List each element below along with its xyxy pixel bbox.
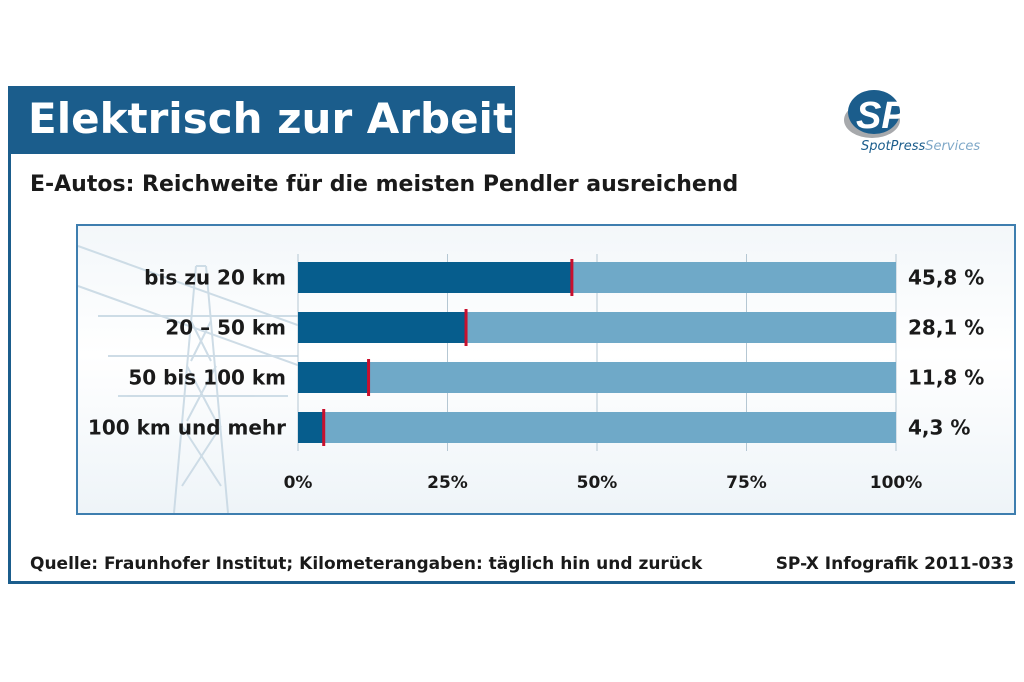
bar-marker <box>322 409 326 446</box>
category-label: 50 bis 100 km <box>128 366 286 390</box>
power-pylon-background <box>78 245 328 513</box>
sps-logo: SPS <box>844 90 932 138</box>
category-label: 100 km und mehr <box>88 416 286 440</box>
bar-marker <box>367 359 371 396</box>
category-label: 20 – 50 km <box>165 316 286 340</box>
category-label: bis zu 20 km <box>144 266 286 290</box>
chart-subtitle: E-Autos: Reichweite für die meisten Pend… <box>30 172 739 197</box>
bar <box>298 312 467 343</box>
bar <box>298 362 369 393</box>
infographic-frame <box>8 86 1015 584</box>
credit-note: SP-X Infografik 2011-033 <box>775 554 1014 574</box>
logo-tagline: SpotPressServices <box>861 139 980 154</box>
data-label: 4,3 % <box>908 416 970 440</box>
bar <box>298 412 324 443</box>
x-tick-label: 100% <box>870 473 923 493</box>
page-title: Elektrisch zur Arbeit <box>28 94 514 143</box>
x-tick-label: 75% <box>726 473 767 493</box>
title-bar <box>8 86 515 154</box>
data-label: 11,8 % <box>908 366 984 390</box>
logo-mark: SPS <box>856 95 932 137</box>
bar-marker <box>570 259 574 296</box>
bar <box>298 262 572 293</box>
x-tick-label: 0% <box>284 473 313 493</box>
logo-globe-icon <box>848 90 900 134</box>
bar-marker <box>464 309 468 346</box>
bar-track <box>298 412 896 443</box>
data-label: 45,8 % <box>908 266 984 290</box>
logo-tagline-part1: SpotPress <box>861 139 926 154</box>
data-label: 28,1 % <box>908 316 984 340</box>
x-tick-label: 50% <box>577 473 618 493</box>
source-note: Quelle: Fraunhofer Institut; Kilometeran… <box>30 554 703 574</box>
logo-tagline-part2: Services <box>925 139 981 154</box>
x-tick-label: 25% <box>427 473 468 493</box>
bar-track <box>298 362 896 393</box>
